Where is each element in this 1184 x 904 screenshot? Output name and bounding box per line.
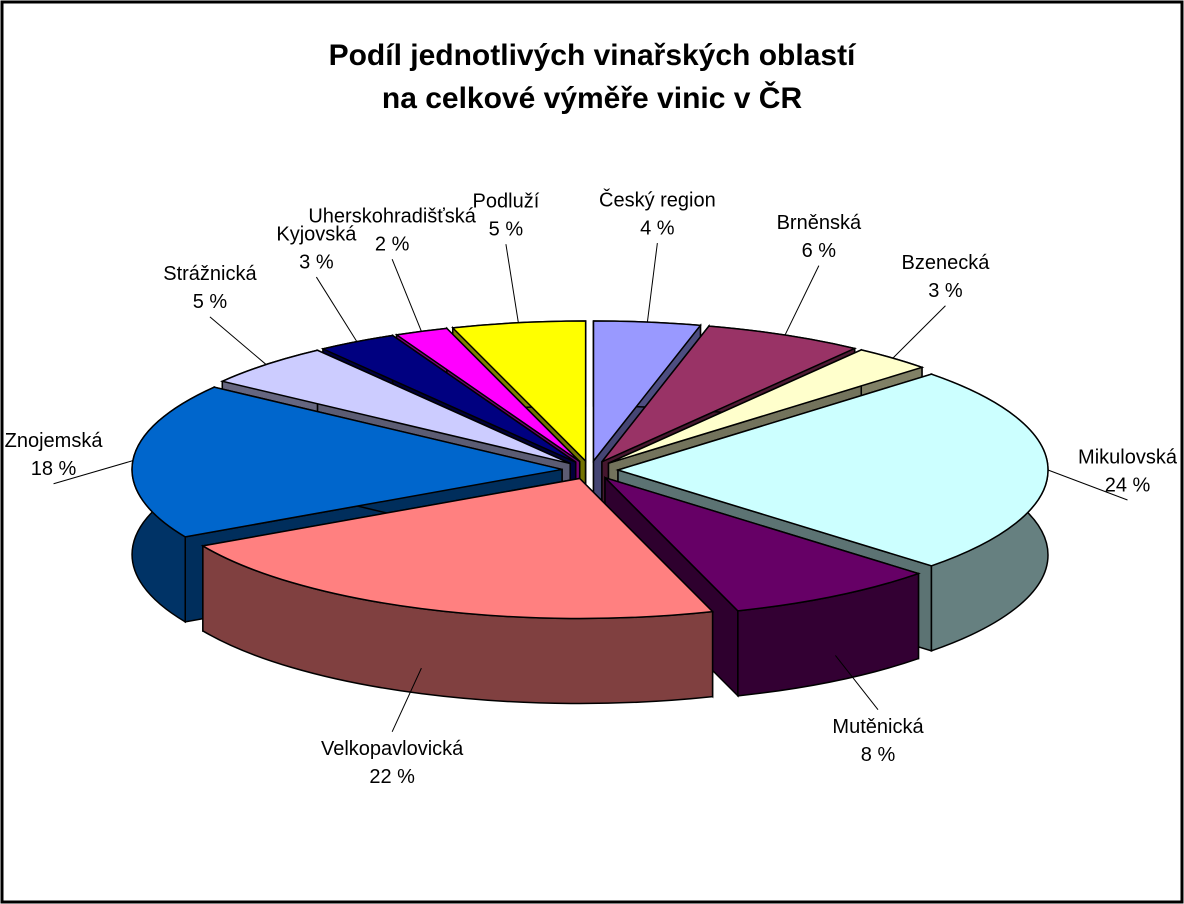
slice-value-label: 3 %	[299, 251, 334, 273]
slice-top	[601, 325, 857, 463]
slice-value-label: 3 %	[928, 280, 963, 302]
slice-top	[451, 320, 587, 463]
slice-value-label: 5 %	[193, 291, 228, 313]
slice-label: Znojemská	[5, 430, 104, 452]
leader-line	[835, 655, 879, 710]
leader-line	[784, 265, 820, 336]
chart-title: Podíl jednotlivých vinařských oblastí	[329, 39, 857, 72]
slice-value-label: 24 %	[1105, 474, 1151, 496]
slice-value-label: 6 %	[802, 240, 837, 262]
slice	[200, 476, 715, 705]
slice-label: Mikulovská	[1078, 446, 1178, 468]
slice-value-label: 22 %	[369, 766, 415, 788]
slice-label: Strážnická	[163, 263, 257, 285]
slice-top	[200, 477, 715, 620]
leader-line	[391, 667, 422, 733]
slice-label: Mutěnická	[832, 716, 924, 738]
leader-line	[646, 242, 658, 323]
leader-line	[53, 460, 134, 485]
slice-top	[320, 334, 577, 463]
slice-value-label: 5 %	[489, 218, 524, 240]
leader-line	[1047, 469, 1128, 501]
slice-top	[131, 386, 563, 538]
leader-line	[391, 258, 422, 332]
leader-line	[505, 244, 519, 323]
slice-top	[604, 476, 921, 612]
slice-label: Podluží	[473, 190, 540, 212]
chart-title: na celkové výměře vinic v ČR	[382, 81, 803, 115]
leader-line	[892, 305, 946, 359]
leader-line	[315, 276, 358, 342]
slice-top	[592, 320, 702, 464]
slice-label: Brněnská	[777, 212, 862, 234]
slice-value-label: 4 %	[640, 217, 675, 239]
slice-label: Bzenecká	[902, 252, 991, 274]
slice-value-label: 8 %	[861, 744, 896, 766]
slice-top	[608, 349, 925, 464]
slice-label: Velkopavlovická	[321, 738, 464, 760]
slice-label: Kyjovská	[276, 223, 357, 245]
slice-label: Uherskohradišťská	[308, 205, 476, 227]
leader-line	[209, 316, 267, 365]
slice-value-label: 2 %	[375, 233, 410, 255]
slice-value-label: 18 %	[31, 458, 77, 480]
slice-label: Český region	[599, 188, 716, 211]
